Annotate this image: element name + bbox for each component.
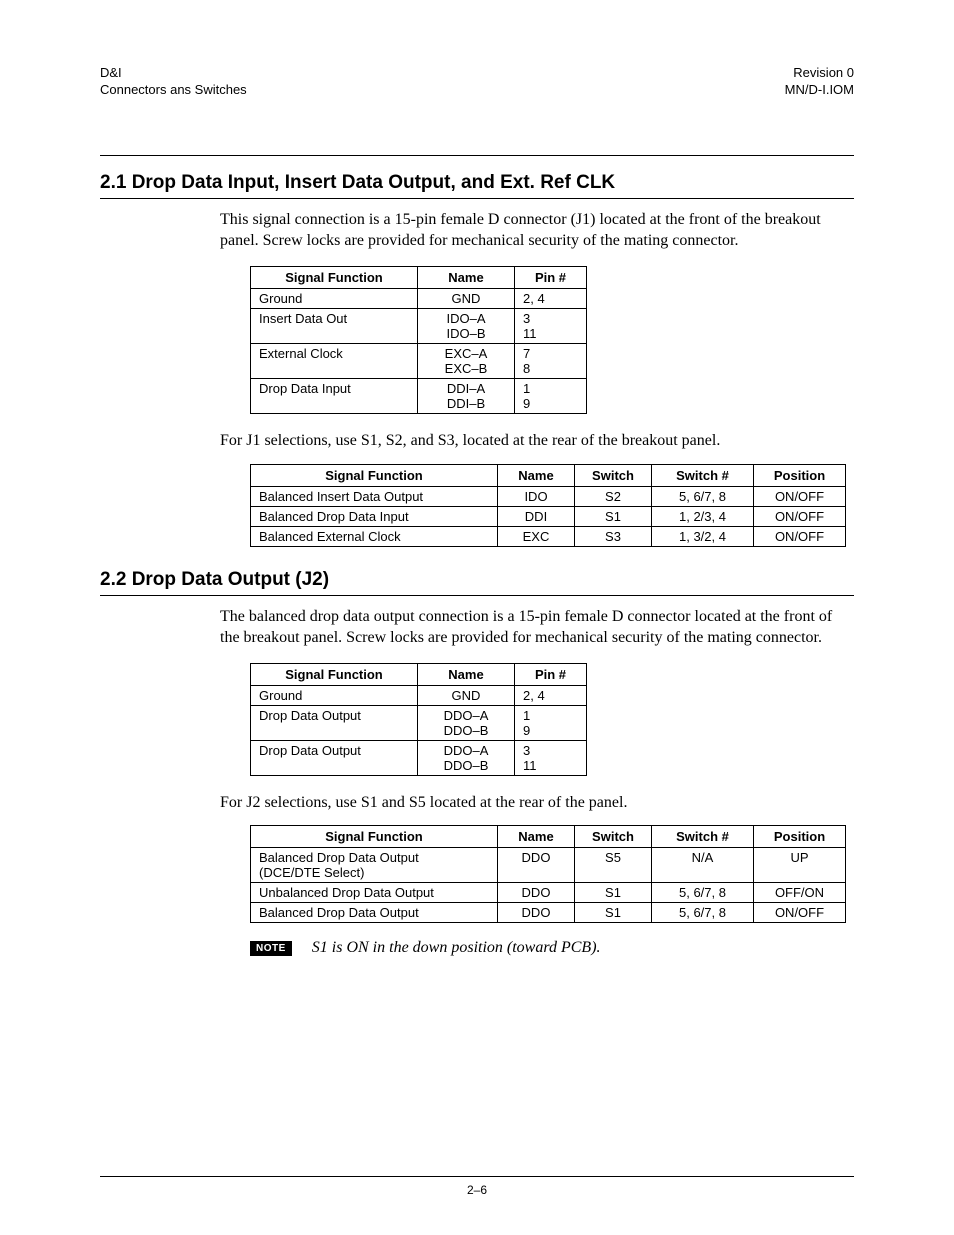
- cell-sf: External Clock: [251, 343, 418, 378]
- note-badge: NOTE: [250, 941, 292, 956]
- cell-sf: Balanced Drop Data Output (DCE/DTE Selec…: [251, 848, 498, 883]
- header-rule: [100, 155, 854, 156]
- section-1-intro: This signal connection is a 15-pin femal…: [220, 209, 840, 252]
- cell-sw: S2: [575, 486, 652, 506]
- header-right-line2: MN/D-I.IOM: [785, 82, 854, 99]
- cell-name: GND: [418, 288, 515, 308]
- cell-swn: 1, 2/3, 4: [652, 506, 754, 526]
- cell-name: GND: [418, 685, 515, 705]
- cell-pos: ON/OFF: [754, 486, 846, 506]
- header-right-line1: Revision 0: [785, 65, 854, 82]
- footer-rule: [100, 1176, 854, 1177]
- section-1-mid: For J1 selections, use S1, S2, and S3, l…: [220, 430, 840, 452]
- cell-sf: Ground: [251, 685, 418, 705]
- cell-name: DDO–ADDO–B: [418, 705, 515, 740]
- th-name: Name: [418, 663, 515, 685]
- cell-pos: ON/OFF: [754, 526, 846, 546]
- cell-name: DDO–ADDO–B: [418, 740, 515, 775]
- th-position: Position: [754, 464, 846, 486]
- th-switch: Switch: [575, 464, 652, 486]
- cell-pos: ON/OFF: [754, 506, 846, 526]
- cell-name: DDI–ADDI–B: [418, 378, 515, 413]
- section-1-heading: 2.1 Drop Data Input, Insert Data Output,…: [100, 172, 854, 199]
- cell-sf: Balanced Insert Data Output: [251, 486, 498, 506]
- cell-swn: 5, 6/7, 8: [652, 903, 754, 923]
- cell-sf: Drop Data Output: [251, 740, 418, 775]
- cell-nm: DDO: [498, 903, 575, 923]
- cell-nm: DDO: [498, 883, 575, 903]
- section-2-intro: The balanced drop data output connection…: [220, 606, 840, 649]
- cell-nm: EXC: [498, 526, 575, 546]
- cell-swn: 1, 3/2, 4: [652, 526, 754, 546]
- header-left-line2: Connectors ans Switches: [100, 82, 247, 99]
- table-j1-pins: Signal Function Name Pin # Ground GND 2,…: [250, 266, 587, 414]
- th-name: Name: [498, 464, 575, 486]
- note-text: S1 is ON in the down position (toward PC…: [312, 939, 601, 957]
- section-2-heading: 2.2 Drop Data Output (J2): [100, 569, 854, 596]
- page-number: 2–6: [0, 1183, 954, 1197]
- cell-swn: 5, 6/7, 8: [652, 883, 754, 903]
- cell-sf: Balanced Drop Data Input: [251, 506, 498, 526]
- section-2-mid: For J2 selections, use S1 and S5 located…: [220, 792, 840, 814]
- cell-sw: S1: [575, 506, 652, 526]
- cell-pin: 19: [515, 705, 587, 740]
- cell-pos: UP: [754, 848, 846, 883]
- th-pin: Pin #: [515, 266, 587, 288]
- cell-nm: DDI: [498, 506, 575, 526]
- th-signal-function: Signal Function: [251, 826, 498, 848]
- page: D&I Connectors ans Switches Revision 0 M…: [0, 0, 954, 1235]
- cell-sf: Balanced Drop Data Output: [251, 903, 498, 923]
- cell-sw: S1: [575, 883, 652, 903]
- th-position: Position: [754, 826, 846, 848]
- page-header: D&I Connectors ans Switches Revision 0 M…: [100, 65, 854, 99]
- header-left: D&I Connectors ans Switches: [100, 65, 247, 99]
- cell-sf: Unbalanced Drop Data Output: [251, 883, 498, 903]
- th-switch: Switch: [575, 826, 652, 848]
- cell-swn: N/A: [652, 848, 754, 883]
- cell-pin: 19: [515, 378, 587, 413]
- table-j1-switches: Signal Function Name Switch Switch # Pos…: [250, 464, 846, 547]
- cell-name: IDO–AIDO–B: [418, 308, 515, 343]
- cell-sw: S1: [575, 903, 652, 923]
- cell-pin: 2, 4: [515, 288, 587, 308]
- cell-pin: 2, 4: [515, 685, 587, 705]
- cell-swn: 5, 6/7, 8: [652, 486, 754, 506]
- cell-sf: Drop Data Output: [251, 705, 418, 740]
- cell-pos: ON/OFF: [754, 903, 846, 923]
- cell-sf: Drop Data Input: [251, 378, 418, 413]
- th-switch-num: Switch #: [652, 464, 754, 486]
- table-j2-switches: Signal Function Name Switch Switch # Pos…: [250, 825, 846, 923]
- th-signal-function: Signal Function: [251, 464, 498, 486]
- th-name: Name: [418, 266, 515, 288]
- table-j2-pins: Signal Function Name Pin # Ground GND 2,…: [250, 663, 587, 776]
- cell-sf: Balanced External Clock: [251, 526, 498, 546]
- cell-sw: S3: [575, 526, 652, 546]
- cell-sw: S5: [575, 848, 652, 883]
- th-signal-function: Signal Function: [251, 266, 418, 288]
- th-name: Name: [498, 826, 575, 848]
- th-signal-function: Signal Function: [251, 663, 418, 685]
- note-row: NOTE S1 is ON in the down position (towa…: [250, 939, 854, 957]
- cell-nm: DDO: [498, 848, 575, 883]
- cell-pin: 311: [515, 740, 587, 775]
- header-left-line1: D&I: [100, 65, 247, 82]
- cell-name: EXC–AEXC–B: [418, 343, 515, 378]
- th-pin: Pin #: [515, 663, 587, 685]
- cell-pos: OFF/ON: [754, 883, 846, 903]
- cell-pin: 311: [515, 308, 587, 343]
- cell-nm: IDO: [498, 486, 575, 506]
- cell-sf: Ground: [251, 288, 418, 308]
- cell-pin: 78: [515, 343, 587, 378]
- th-switch-num: Switch #: [652, 826, 754, 848]
- header-right: Revision 0 MN/D-I.IOM: [785, 65, 854, 99]
- cell-sf: Insert Data Out: [251, 308, 418, 343]
